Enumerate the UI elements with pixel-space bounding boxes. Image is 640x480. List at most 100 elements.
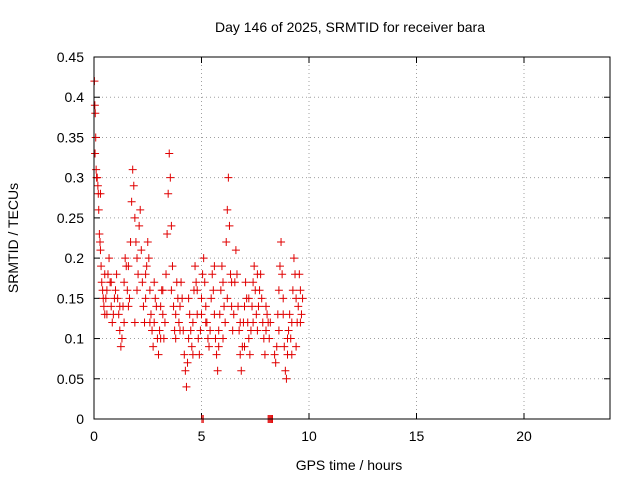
data-point [171, 334, 180, 343]
data-point [183, 358, 192, 367]
data-point [249, 318, 258, 327]
data-point [139, 302, 148, 311]
data-point [200, 278, 209, 287]
y-tick-label: 0.4 [65, 89, 85, 105]
data-point [130, 213, 139, 222]
data-point [249, 278, 258, 287]
data-point [124, 262, 133, 271]
x-tick-label: 20 [516, 428, 532, 444]
data-point [100, 270, 109, 279]
data-point [198, 270, 207, 279]
data-point [156, 334, 165, 343]
data-point [298, 294, 307, 303]
y-tick-label: 0.45 [57, 49, 84, 65]
data-point [105, 254, 114, 263]
data-point [133, 254, 141, 263]
data-point [257, 294, 266, 303]
data-point [142, 262, 151, 271]
data-point [296, 286, 305, 295]
data-point [93, 181, 102, 190]
data-point [214, 342, 223, 351]
data-point [167, 286, 176, 295]
data-point [171, 310, 180, 319]
data-point [207, 294, 216, 303]
data-point [96, 189, 105, 198]
data-point [141, 270, 150, 279]
data-point [263, 310, 272, 319]
data-point [156, 302, 165, 311]
data-point [297, 310, 306, 319]
data-point [155, 326, 164, 335]
data-point [188, 318, 197, 327]
data-point [174, 318, 183, 327]
data-point [181, 366, 190, 375]
data-point [241, 278, 250, 287]
data-point [167, 221, 176, 230]
data-point [284, 326, 293, 335]
data-point [271, 358, 280, 367]
data-point [113, 294, 122, 303]
data-point [262, 302, 270, 311]
data-point [101, 294, 110, 303]
data-point [283, 334, 292, 343]
data-point [115, 302, 124, 311]
data-point [107, 302, 116, 311]
data-point [197, 294, 206, 303]
data-point [220, 302, 229, 311]
data-point [224, 173, 233, 182]
data-point [208, 270, 217, 279]
data-point [143, 238, 152, 247]
data-point [137, 246, 146, 255]
data-point [270, 350, 279, 359]
data-point [294, 302, 303, 311]
data-point [97, 278, 106, 287]
data-point [295, 270, 304, 279]
data-point [274, 326, 283, 335]
data-point [102, 286, 111, 295]
data-point [255, 286, 264, 295]
data-point [112, 270, 121, 279]
data-point [223, 205, 232, 214]
data-point [188, 350, 197, 359]
data-point [145, 318, 154, 327]
data-point [166, 173, 175, 182]
data-point [108, 318, 117, 327]
data-point [245, 350, 254, 359]
data-points [90, 77, 307, 423]
data-point [205, 342, 214, 351]
data-point [182, 382, 191, 391]
data-point [287, 350, 296, 359]
y-tick-label: 0.25 [57, 210, 84, 226]
data-point [187, 342, 196, 351]
x-axis-label: GPS time / hours [296, 457, 403, 473]
data-point [223, 294, 232, 303]
data-point [127, 197, 136, 206]
data-point [232, 270, 241, 279]
y-tick-label: 0.05 [57, 371, 84, 387]
data-point [128, 165, 137, 174]
x-tick-label: 15 [409, 428, 425, 444]
data-point [285, 310, 294, 319]
data-point [124, 302, 133, 311]
y-tick-label: 0 [76, 411, 84, 427]
data-point [214, 326, 223, 335]
data-point [250, 262, 259, 271]
data-point [133, 286, 141, 295]
data-point [165, 149, 174, 158]
data-point [229, 310, 238, 319]
data-point [219, 334, 227, 343]
data-point [201, 302, 210, 311]
data-point [135, 221, 144, 230]
data-point [192, 278, 201, 287]
data-point [91, 109, 100, 118]
data-point [292, 342, 301, 351]
data-point [201, 318, 210, 327]
data-point [237, 366, 246, 375]
data-point [279, 294, 288, 303]
data-point [217, 262, 226, 271]
data-point [151, 294, 160, 303]
data-point [146, 310, 155, 319]
data-point [149, 342, 158, 351]
data-point [117, 334, 126, 343]
